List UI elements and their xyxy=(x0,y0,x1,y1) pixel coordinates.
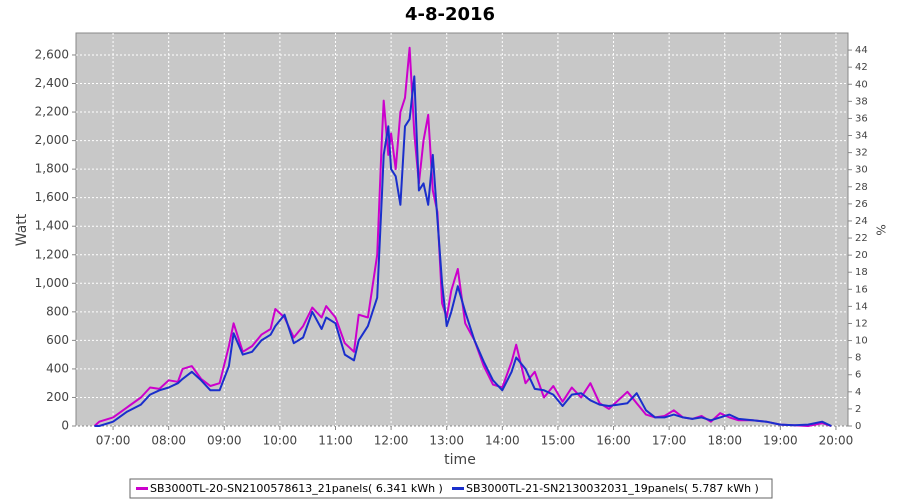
y2-axis-label: % xyxy=(874,224,888,235)
y-axis-label: Watt xyxy=(14,213,30,246)
x-tick-label: 08:00 xyxy=(151,434,186,448)
x-tick-label: 10:00 xyxy=(263,434,298,448)
y2-tick-label: 26 xyxy=(855,199,868,210)
y2-tick-label: 32 xyxy=(855,148,868,159)
y2-tick-label: 20 xyxy=(855,250,868,261)
y-tick-label: 800 xyxy=(46,304,69,318)
x-tick-label: 17:00 xyxy=(652,434,687,448)
y2-tick-label: 12 xyxy=(855,318,868,329)
x-tick-label: 13:00 xyxy=(429,434,464,448)
y2-tick-label: 36 xyxy=(855,113,868,124)
x-tick-label: 16:00 xyxy=(596,434,631,448)
x-axis-label: time xyxy=(444,452,476,468)
x-tick-label: 09:00 xyxy=(207,434,242,448)
y2-tick-label: 24 xyxy=(855,216,868,227)
x-tick-label: 12:00 xyxy=(374,434,409,448)
y2-tick-label: 28 xyxy=(855,182,868,193)
y2-tick-label: 10 xyxy=(855,336,868,347)
y2-tick-label: 34 xyxy=(855,131,868,142)
legend xyxy=(129,478,773,499)
y2-tick-label: 14 xyxy=(855,301,868,312)
y2-tick-label: 0 xyxy=(855,421,861,432)
series-line xyxy=(93,46,832,427)
y-tick-label: 2,000 xyxy=(35,133,69,147)
legend-label: SB3000TL-21-SN2130032031_19panels( 5.787… xyxy=(466,482,759,495)
y2-tick-label: 6 xyxy=(855,370,861,381)
y2-tick-label: 22 xyxy=(855,233,868,244)
legend-label: SB3000TL-20-SN2100578613_21panels( 6.341… xyxy=(150,482,443,495)
y-tick-label: 1,000 xyxy=(35,276,69,290)
y-tick-label: 1,800 xyxy=(35,162,69,176)
y2-tick-label: 8 xyxy=(855,353,861,364)
x-tick-label: 11:00 xyxy=(318,434,353,448)
y2-tick-label: 18 xyxy=(855,267,868,278)
y2-tick-label: 42 xyxy=(855,62,868,73)
y2-tick-label: 16 xyxy=(855,284,868,295)
y-tick-label: 2,400 xyxy=(35,76,69,90)
series-line xyxy=(94,75,832,427)
y2-tick-label: 30 xyxy=(855,165,868,176)
chart-title: 4-8-2016 xyxy=(405,4,495,25)
x-tick-label: 14:00 xyxy=(485,434,520,448)
y-tick-label: 1,400 xyxy=(35,219,69,233)
y2-tick-label: 38 xyxy=(855,96,868,107)
y-tick-label: 400 xyxy=(46,361,69,375)
x-tick-label: 15:00 xyxy=(541,434,576,448)
x-tick-label: 07:00 xyxy=(96,434,131,448)
y-tick-label: 1,200 xyxy=(35,247,69,261)
y2-tick-label: 44 xyxy=(855,45,868,56)
x-tick-label: 20:00 xyxy=(819,434,854,448)
x-tick-label: 18:00 xyxy=(707,434,742,448)
y-tick-label: 200 xyxy=(46,390,69,404)
y2-tick-label: 40 xyxy=(855,79,868,90)
y-tick-label: 2,200 xyxy=(35,105,69,119)
y2-tick-label: 4 xyxy=(855,387,861,398)
x-tick-label: 19:00 xyxy=(763,434,798,448)
y-tick-label: 1,600 xyxy=(35,190,69,204)
y-tick-label: 600 xyxy=(46,333,69,347)
y2-tick-label: 2 xyxy=(855,404,861,415)
plot-area xyxy=(75,32,849,427)
y-tick-label: 2,600 xyxy=(35,47,69,61)
y-tick-label: 0 xyxy=(61,419,69,433)
